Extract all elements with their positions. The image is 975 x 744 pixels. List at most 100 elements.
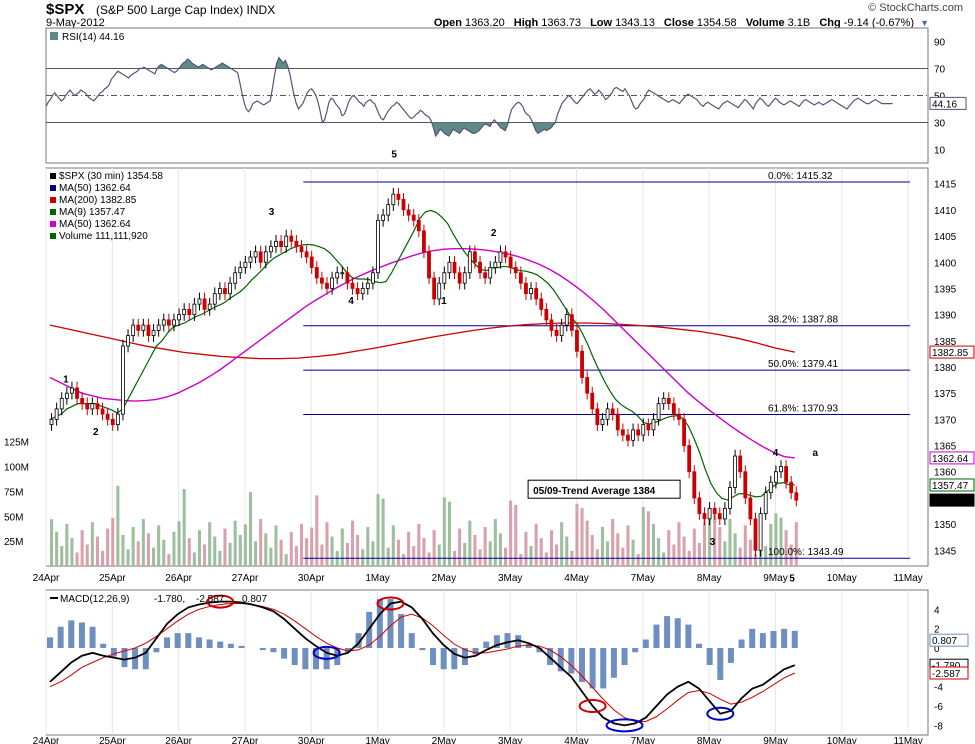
volume-bar bbox=[631, 539, 635, 566]
rsi-tick-label: 10 bbox=[934, 146, 946, 157]
candle-body bbox=[289, 235, 294, 242]
candle-body bbox=[677, 413, 681, 420]
macd-histogram-bar bbox=[312, 648, 319, 670]
candle-body bbox=[253, 251, 258, 258]
volume-label: Volume bbox=[745, 17, 785, 29]
candle-body bbox=[564, 314, 569, 326]
x-tick-label: 10May bbox=[827, 573, 857, 584]
price-legend-swatch bbox=[50, 197, 56, 203]
macd-histogram-bar bbox=[749, 628, 756, 648]
volume-bar bbox=[692, 528, 696, 566]
candle-body bbox=[590, 392, 595, 410]
macd-x-tick-label: 10May bbox=[827, 736, 857, 744]
candle-body bbox=[518, 272, 523, 284]
volume-bar bbox=[728, 519, 732, 566]
volume-bar bbox=[498, 533, 502, 566]
chevron-down-icon[interactable]: ▼ bbox=[920, 18, 929, 28]
low-value: 1343.13 bbox=[615, 17, 655, 29]
candle-body bbox=[738, 455, 743, 473]
volume-bar bbox=[325, 522, 329, 566]
volume-bar bbox=[167, 554, 171, 566]
macd-line bbox=[49, 600, 796, 727]
candle-body bbox=[620, 429, 625, 436]
candle-body bbox=[422, 230, 426, 253]
price-tick-label: 1365 bbox=[934, 442, 957, 453]
volume-bar bbox=[152, 547, 156, 566]
candle-body bbox=[284, 235, 289, 247]
candle-body bbox=[784, 466, 789, 483]
price-tick-label: 1405 bbox=[934, 232, 957, 243]
volume-bar bbox=[549, 530, 553, 566]
candle-body bbox=[304, 251, 309, 258]
volume-bar bbox=[447, 501, 451, 566]
macd-crossover-circle bbox=[376, 596, 405, 611]
candle-body bbox=[656, 403, 661, 420]
candle-body bbox=[202, 298, 207, 310]
trend-average-text: 05/09-Trend Average 1384 bbox=[533, 486, 656, 497]
wave-label: 2 bbox=[491, 228, 497, 239]
candle-body bbox=[161, 319, 166, 326]
volume-bar bbox=[340, 528, 344, 566]
macd-histogram-bar bbox=[781, 628, 788, 648]
price-panel bbox=[45, 167, 929, 567]
volume-bar bbox=[218, 550, 222, 566]
macd-histogram-bar bbox=[259, 648, 266, 651]
macd-crossover-circle bbox=[605, 718, 644, 733]
candle-body bbox=[498, 251, 503, 263]
volume-bar bbox=[187, 538, 191, 566]
volume-bar bbox=[534, 523, 538, 566]
volume-bar bbox=[575, 503, 579, 566]
volume-bar bbox=[157, 525, 161, 566]
price-legend-entry: MA(50) 1362.64 bbox=[59, 219, 131, 230]
x-tick-label: 27Apr bbox=[232, 573, 259, 584]
volume-bar bbox=[116, 485, 120, 566]
volume-bar bbox=[274, 525, 278, 566]
candle-body bbox=[263, 251, 268, 263]
volume-bar bbox=[371, 541, 375, 566]
volume-bar bbox=[294, 546, 298, 566]
volume-bar bbox=[284, 554, 288, 566]
macd-histogram-bar bbox=[674, 618, 681, 648]
volume-bar bbox=[412, 546, 416, 566]
macd-histogram-bar bbox=[344, 648, 351, 653]
volume-bar bbox=[106, 528, 110, 566]
candle-body bbox=[779, 466, 783, 473]
candle-body bbox=[75, 387, 79, 399]
volume-bar bbox=[442, 497, 446, 566]
candle-body bbox=[447, 261, 452, 274]
macd-histogram-bar bbox=[759, 633, 766, 648]
stockcharts-brand[interactable]: © StockCharts.com bbox=[868, 2, 963, 14]
macd-histogram-bar bbox=[164, 637, 171, 648]
macd-histogram-bar bbox=[589, 648, 596, 689]
volume-bar bbox=[504, 547, 508, 566]
candle-body bbox=[396, 193, 401, 200]
volume-bar bbox=[213, 536, 217, 566]
macd-histogram-bar bbox=[664, 616, 671, 648]
candle-body bbox=[580, 350, 584, 378]
high-label: High bbox=[513, 17, 539, 29]
candle-body bbox=[728, 487, 732, 509]
volume-bar bbox=[254, 541, 258, 566]
candle-body bbox=[121, 345, 125, 415]
trend-average-annotation: 05/09-Trend Average 1384 bbox=[527, 479, 681, 499]
candle-body bbox=[473, 251, 477, 263]
volume-bar bbox=[391, 525, 395, 566]
candle-body bbox=[54, 408, 59, 420]
volume-bar bbox=[580, 508, 584, 566]
candle-body bbox=[503, 251, 508, 258]
macd-histogram-bar bbox=[578, 648, 585, 683]
candle-body bbox=[314, 267, 319, 279]
volume-bar bbox=[769, 523, 773, 566]
candle-body bbox=[605, 408, 610, 420]
candle-body bbox=[544, 308, 549, 321]
volume-bar bbox=[590, 534, 594, 566]
volume-bar bbox=[677, 522, 681, 566]
volume-bar bbox=[75, 552, 79, 566]
candle-body bbox=[330, 277, 334, 289]
candle-body bbox=[182, 308, 187, 316]
candle-body bbox=[554, 329, 559, 336]
candle-body bbox=[64, 392, 69, 399]
candle-body bbox=[100, 408, 105, 415]
macd-histogram-bar bbox=[206, 639, 213, 648]
x-tick-label: 8May bbox=[697, 573, 721, 584]
